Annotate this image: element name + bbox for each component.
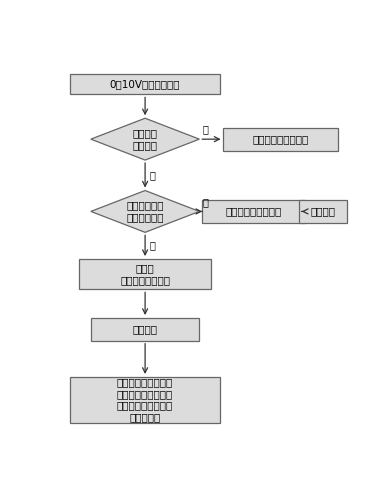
Text: 无突发性超声波信号: 无突发性超声波信号 xyxy=(252,134,309,144)
FancyBboxPatch shape xyxy=(91,318,199,341)
FancyBboxPatch shape xyxy=(202,200,305,223)
Text: 是: 是 xyxy=(150,170,156,180)
FancyBboxPatch shape xyxy=(223,128,338,151)
FancyBboxPatch shape xyxy=(70,377,221,422)
Polygon shape xyxy=(91,191,199,232)
FancyBboxPatch shape xyxy=(79,259,212,289)
FancyBboxPatch shape xyxy=(299,200,347,223)
Text: 信号为尖刺噪声信号: 信号为尖刺噪声信号 xyxy=(226,206,282,216)
Text: 延时一段时间后自动
停止采集，保存触发
时刻前后一段时间内
的采样数据: 延时一段时间后自动 停止采集，保存触发 时刻前后一段时间内 的采样数据 xyxy=(117,377,173,422)
Text: 有效触发: 有效触发 xyxy=(133,325,158,334)
Text: 是: 是 xyxy=(150,241,156,250)
Text: 否: 否 xyxy=(202,197,208,207)
FancyBboxPatch shape xyxy=(70,74,221,94)
Text: 信号为
突发性超声波信号: 信号为 突发性超声波信号 xyxy=(120,263,170,285)
Polygon shape xyxy=(91,118,199,160)
Text: 无效触发: 无效触发 xyxy=(310,206,335,216)
Text: 否: 否 xyxy=(202,124,208,134)
Text: 是否超过
触发电平: 是否超过 触发电平 xyxy=(133,128,158,150)
Text: 是否连续多次
超过触发电平: 是否连续多次 超过触发电平 xyxy=(126,201,164,222)
Text: 0－10V对数测量通道: 0－10V对数测量通道 xyxy=(110,79,180,89)
